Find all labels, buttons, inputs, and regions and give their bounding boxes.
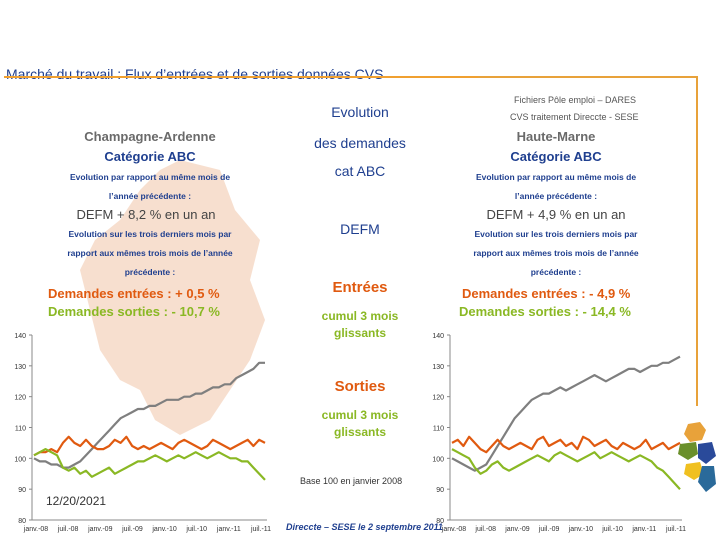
right-region-name: Haute-Marne (516, 129, 596, 144)
accent-line-top (478, 76, 698, 78)
region-map-shape (80, 160, 265, 435)
x-tick-label: juil.-11 (250, 526, 271, 533)
x-tick-label: janv.-09 (504, 526, 529, 533)
y-tick-label: 130 (432, 364, 444, 371)
y-tick-label: 140 (14, 333, 26, 340)
x-tick-label: janv.-08 (23, 526, 48, 533)
x-tick-label: juil.-08 (57, 526, 79, 533)
center-cat-abc: cat ABC (334, 163, 386, 179)
center-sorties: Sorties (334, 378, 386, 395)
y-tick-label: 80 (436, 518, 444, 525)
right-note-1: Evolution par rapport au même mois de (475, 172, 637, 182)
series-line-defm (33, 361, 265, 469)
x-tick-label: juil.-10 (601, 526, 623, 533)
center-des-demandes: des demandes (314, 135, 406, 151)
title-underline (4, 76, 482, 78)
x-tick-label: janv.-08 (441, 526, 466, 533)
x-tick-label: janv.-10 (568, 526, 593, 533)
right-note-3: Evolution sur les trois derniers mois pa… (474, 229, 638, 239)
y-tick-label: 110 (15, 426, 26, 433)
center-entrees-sub2: glissants (333, 326, 387, 340)
left-note-4: rapport aux mêmes trois mois de l’année (67, 248, 233, 258)
source-line-2: CVS traitement Direccte - SESE (510, 112, 639, 122)
right-entrees-change: Demandes entrées : - 4,9 % (462, 286, 631, 301)
right-note-4: rapport aux mêmes trois mois de l’année (473, 248, 639, 258)
departments-map-icon (678, 422, 716, 492)
series-line-defm (451, 355, 681, 472)
y-tick-label: 90 (18, 487, 26, 494)
y-tick-label: 90 (436, 487, 444, 494)
series-line-entres (33, 435, 266, 457)
left-entrees-change: Demandes entrées : + 0,5 % (48, 286, 220, 301)
left-category: Catégorie ABC (104, 149, 196, 164)
y-tick-label: 120 (432, 395, 444, 402)
base-note: Base 100 en janvier 2008 (300, 476, 403, 486)
right-category: Catégorie ABC (510, 149, 602, 164)
y-tick-label: 120 (14, 395, 26, 402)
x-tick-label: janv.-11 (631, 526, 656, 533)
left-region-name: Champagne-Ardenne (84, 129, 216, 144)
x-tick-label: juil.-08 (474, 526, 496, 533)
center-sorties-sub1: cumul 3 mois (321, 408, 399, 422)
source-line-1: Fichiers Pôle emploi – DARES (514, 95, 637, 105)
accent-line-right (696, 76, 698, 406)
x-tick-label: juil.-11 (665, 526, 686, 533)
right-note-2: l’année précédente : (514, 191, 598, 201)
left-note-2: l’année précédente : (108, 191, 192, 201)
center-sorties-sub2: glissants (333, 425, 387, 439)
right-note-5: précédente : (530, 267, 582, 277)
center-defm: DEFM (340, 221, 380, 237)
footer-credit: Direccte – SESE le 2 septembre 2011 (286, 522, 443, 532)
right-defm-change: DEFM + 4,9 % en un an (486, 207, 626, 222)
center-evolution: Evolution (331, 104, 389, 120)
y-tick-label: 130 (14, 364, 26, 371)
x-tick-label: juil.-10 (185, 526, 207, 533)
chart-right: 80 90 100 110 120 130 140 janv.-08 juil.-08 janv.… (432, 333, 686, 533)
center-entrees: Entrées (332, 279, 388, 296)
left-note-5: précédente : (124, 267, 176, 277)
date-label: 12/20/2021 (44, 494, 109, 508)
x-tick-label: janv.-09 (87, 526, 112, 533)
page-title: Marché du travail : Flux d’entrées et de… (6, 66, 384, 82)
x-tick-label: janv.-11 (216, 526, 241, 533)
chart-left: 80 90 100 110 120 130 140 janv.-08 juil.-08 janv.… (14, 333, 271, 533)
left-sorties-change: Demandes sorties : - 10,7 % (48, 304, 220, 319)
series-line-sorties (451, 448, 681, 490)
left-note-3: Evolution sur les trois derniers mois pa… (68, 229, 232, 239)
y-tick-label: 80 (18, 518, 26, 525)
series-line-sorties (33, 447, 266, 481)
y-tick-label: 140 (432, 333, 444, 340)
y-tick-label: 110 (433, 426, 444, 433)
left-defm-change: DEFM + 8,2 % en un an (76, 207, 216, 222)
y-tick-label: 100 (14, 456, 26, 463)
series-line-entres (451, 435, 681, 454)
x-tick-label: juil.-09 (538, 526, 560, 533)
y-tick-label: 100 (432, 456, 444, 463)
x-tick-label: janv.-10 (151, 526, 176, 533)
left-note-1: Evolution par rapport au même mois de (69, 172, 231, 182)
center-entrees-sub1: cumul 3 mois (321, 309, 399, 323)
x-tick-label: juil.-09 (121, 526, 143, 533)
right-sorties-change: Demandes sorties : - 14,4 % (459, 304, 631, 319)
